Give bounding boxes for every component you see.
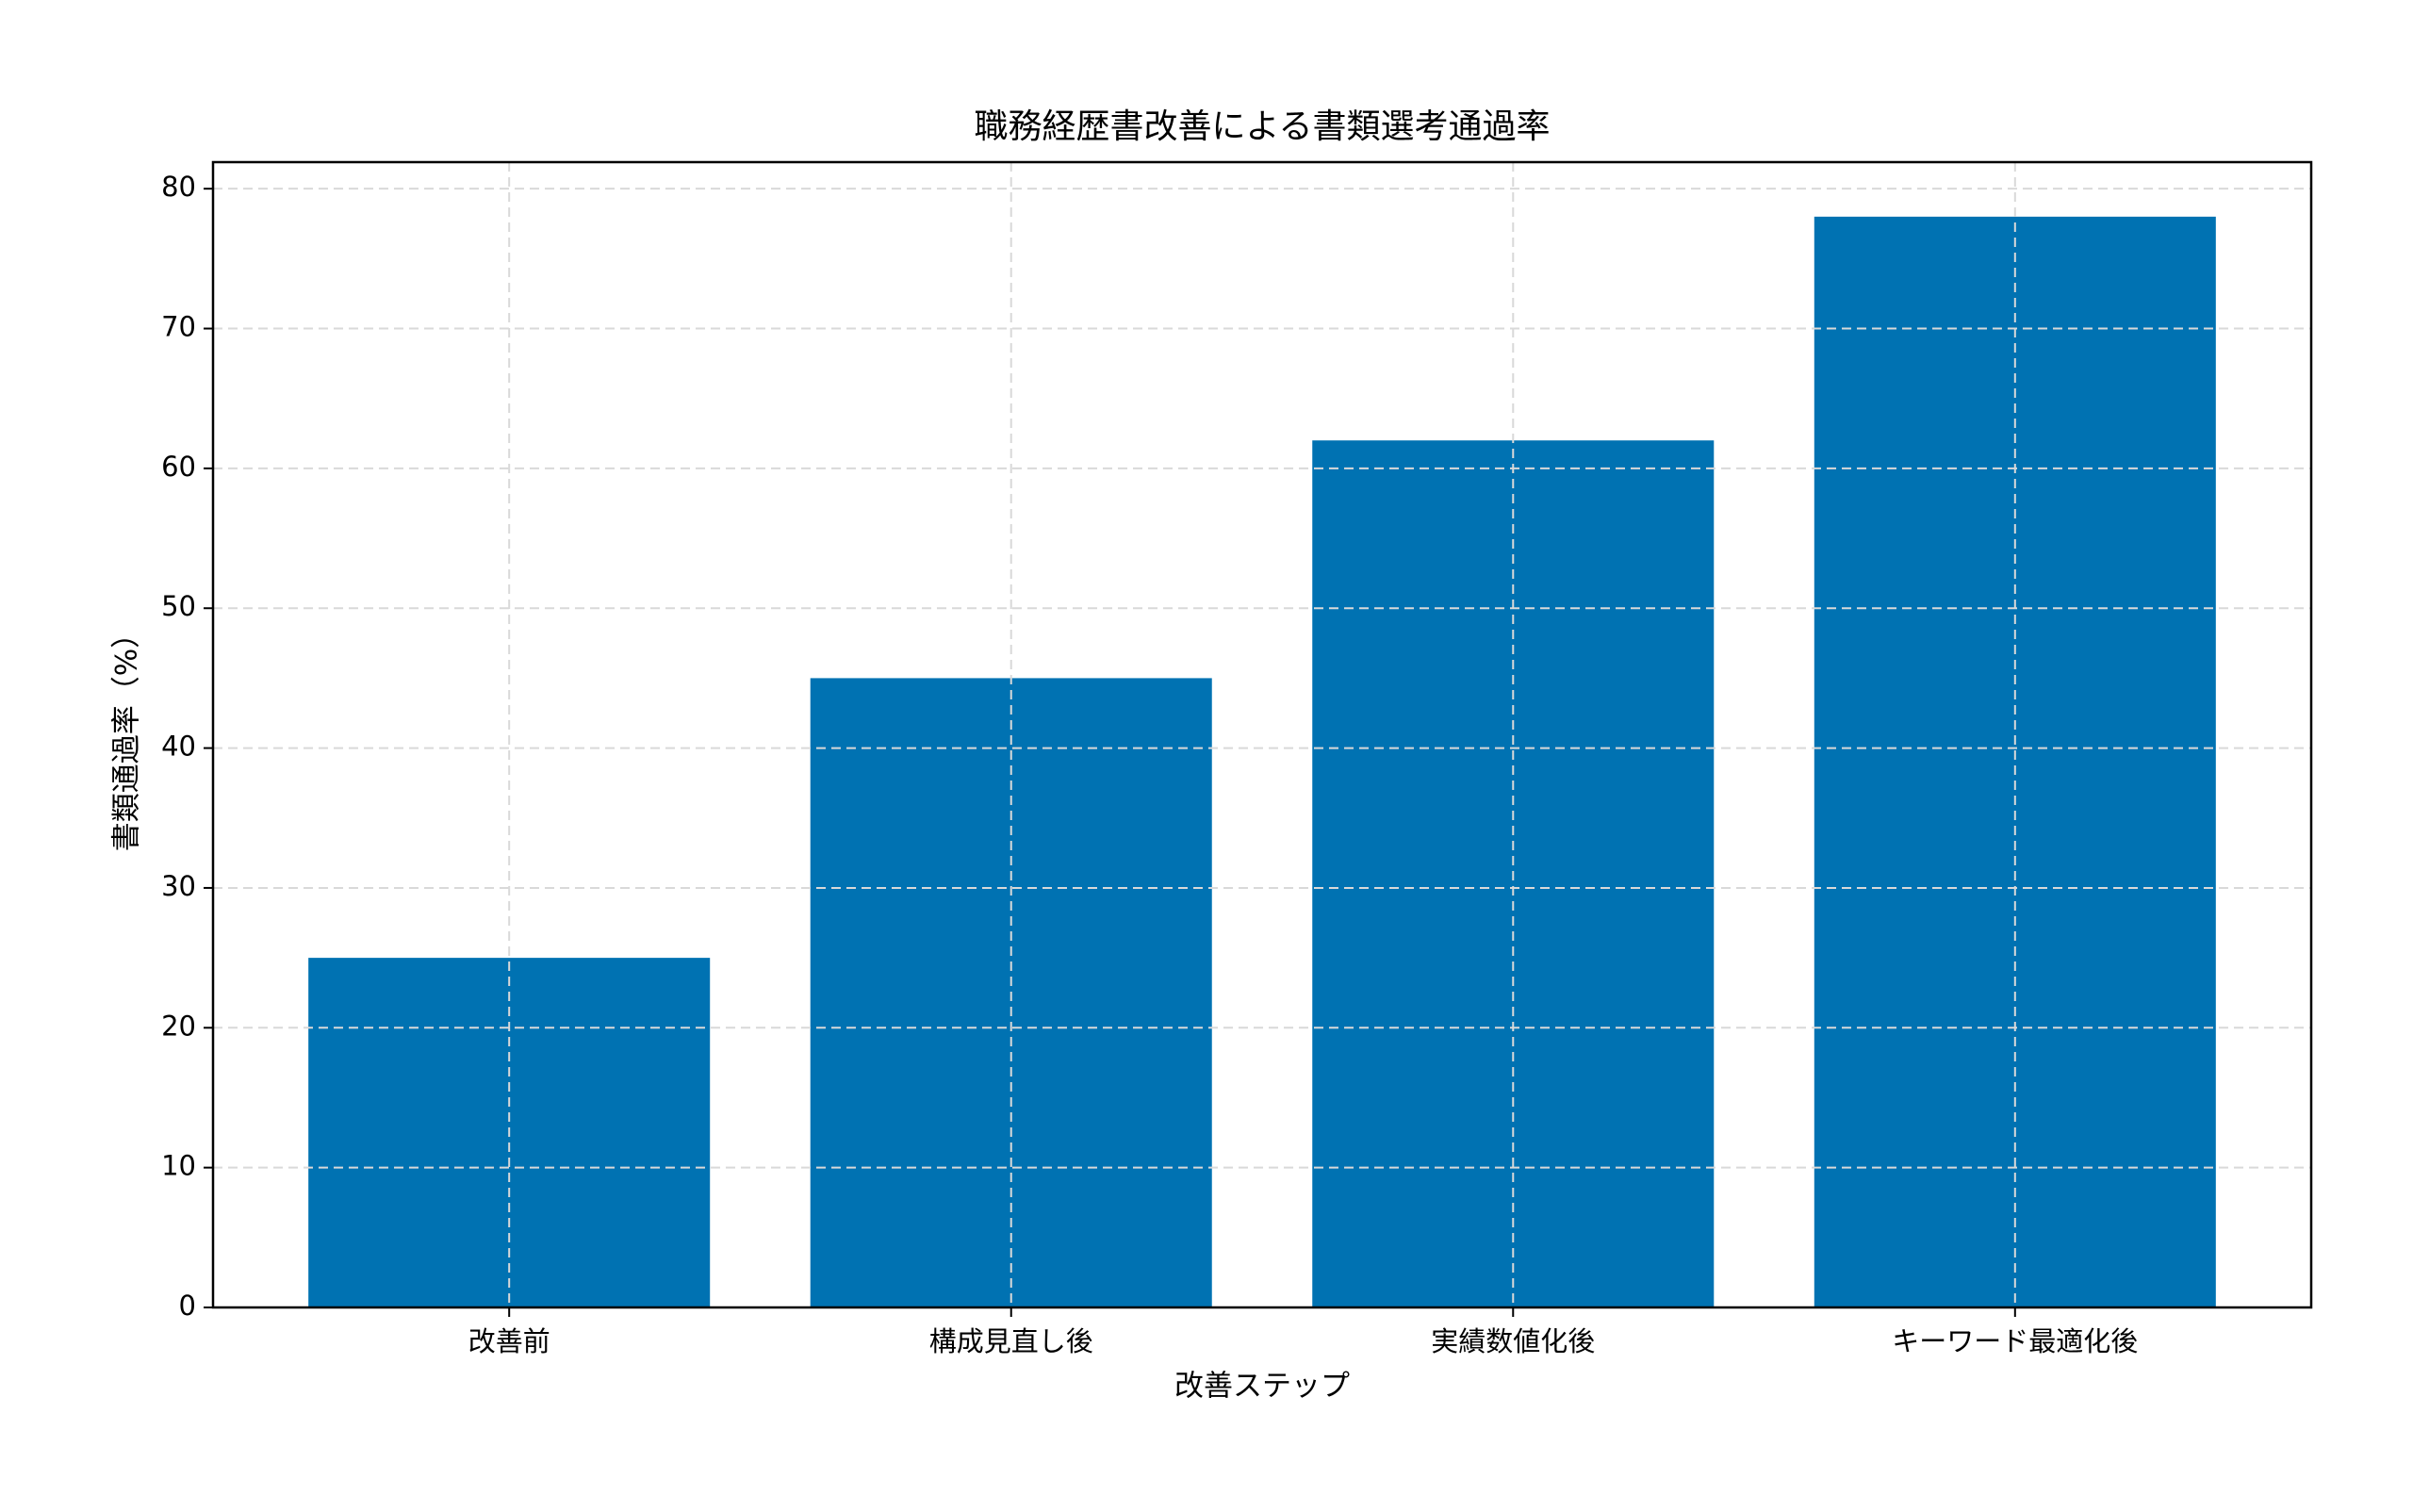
chart-title: 職務経歴書改善による書類選考通過率 — [975, 107, 1551, 146]
y-tick-label: 30 — [161, 870, 196, 902]
y-tick-label: 60 — [161, 451, 196, 483]
y-tick-label: 0 — [179, 1290, 196, 1322]
y-tick-label: 50 — [161, 590, 196, 622]
plot-frame — [211, 160, 2313, 1309]
y-axis-label: 書類通過率（%） — [110, 619, 144, 851]
y-tick-label: 40 — [161, 731, 196, 763]
x-tick-label: 改善前 — [468, 1325, 550, 1357]
x-tick-label: キーワード最適化後 — [1892, 1325, 2138, 1357]
y-tick-label: 80 — [161, 171, 196, 203]
bar — [1814, 216, 2216, 1307]
y-tick-label: 70 — [161, 311, 196, 343]
x-axis-label: 改善ステップ — [1174, 1370, 1350, 1404]
y-tick-label: 20 — [161, 1010, 196, 1042]
x-tick-label: 構成見直し後 — [929, 1325, 1093, 1357]
x-tick-label: 実績数値化後 — [1431, 1325, 1595, 1357]
y-tick-label: 10 — [161, 1150, 196, 1182]
